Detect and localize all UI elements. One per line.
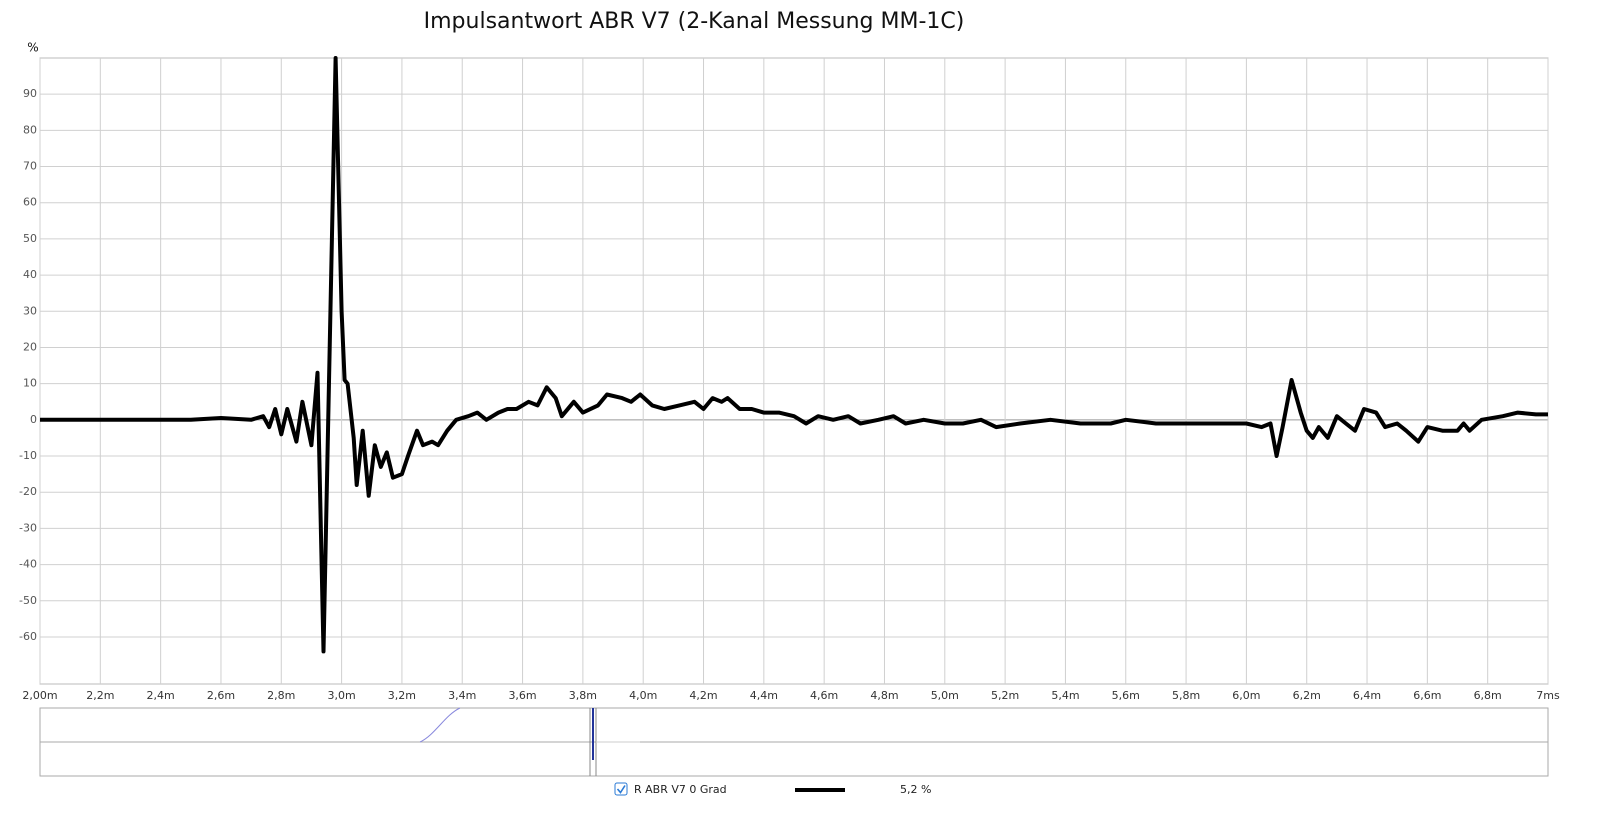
y-tick-label: -40: [19, 558, 37, 571]
x-tick-label: 3,8m: [569, 689, 597, 702]
x-tick-label: 3,6m: [508, 689, 536, 702]
grid: [39, 58, 1549, 684]
x-tick-label: 7ms: [1536, 689, 1560, 702]
x-tick-label: 4,4m: [750, 689, 778, 702]
x-tick-label: 5,0m: [931, 689, 959, 702]
legend-label: R ABR V7 0 Grad: [634, 783, 727, 796]
chart-title: Impulsantwort ABR V7 (2-Kanal Messung MM…: [424, 9, 965, 34]
x-tick-label: 3,0m: [327, 689, 355, 702]
x-tick-label: 3,2m: [388, 689, 416, 702]
plot-frame: [39, 57, 1549, 685]
x-tick-label: 5,2m: [991, 689, 1019, 702]
ticks: -60 -50 -40 -30 -20 -10 0 10 20 30 40 50 60 70 80 90 2,0…: [19, 87, 1560, 702]
y-tick-label: -50: [19, 594, 37, 607]
x-tick-label: 4,8m: [870, 689, 898, 702]
x-tick-label: 6,6m: [1413, 689, 1441, 702]
x-tick-label: 3,4m: [448, 689, 476, 702]
x-tick-label: 2,4m: [147, 689, 175, 702]
overview-window: [419, 707, 461, 743]
legend-scale: 5,2 %: [900, 783, 931, 796]
plot: [40, 56, 1548, 654]
y-tick-label: -60: [19, 630, 37, 643]
x-tick-label: 2,8m: [267, 689, 295, 702]
overview: [39, 707, 1549, 777]
y-tick-label: 20: [23, 340, 37, 353]
y-tick-label: 80: [23, 123, 37, 136]
x-tick-label: 2,6m: [207, 689, 235, 702]
y-axis-label: %: [27, 41, 38, 55]
y-tick-label: 90: [23, 87, 37, 100]
checkbox-check: [616, 785, 626, 794]
data-line: [40, 56, 1548, 654]
x-tick-label: 6,2m: [1293, 689, 1321, 702]
y-tick-label: 10: [23, 377, 37, 390]
x-tick-label: 5,8m: [1172, 689, 1200, 702]
y-tick-label: -10: [19, 449, 37, 462]
y-tick-label: -20: [19, 485, 37, 498]
x-tick-label: 5,4m: [1051, 689, 1079, 702]
x-tick-label: 4,6m: [810, 689, 838, 702]
x-tick-label: 5,6m: [1112, 689, 1140, 702]
x-tick-label: 4,0m: [629, 689, 657, 702]
y-tick-label: 0: [30, 413, 37, 426]
legend: R ABR V7 0 Grad 5,2 %: [614, 782, 931, 796]
x-tick-label: 2,2m: [86, 689, 114, 702]
y-tick-label: 30: [23, 304, 37, 317]
x-tick-label: 4,2m: [689, 689, 717, 702]
x-tick-label: 6,4m: [1353, 689, 1381, 702]
y-tick-label: 50: [23, 232, 37, 245]
y-tick-label: 60: [23, 196, 37, 209]
y-tick-label: -30: [19, 521, 37, 534]
x-tick-label: 2,00m: [22, 689, 57, 702]
x-tick-label: 6,0m: [1232, 689, 1260, 702]
y-tick-label: 70: [23, 160, 37, 173]
y-tick-label: 40: [23, 268, 37, 281]
x-tick-label: 6,8m: [1474, 689, 1502, 702]
